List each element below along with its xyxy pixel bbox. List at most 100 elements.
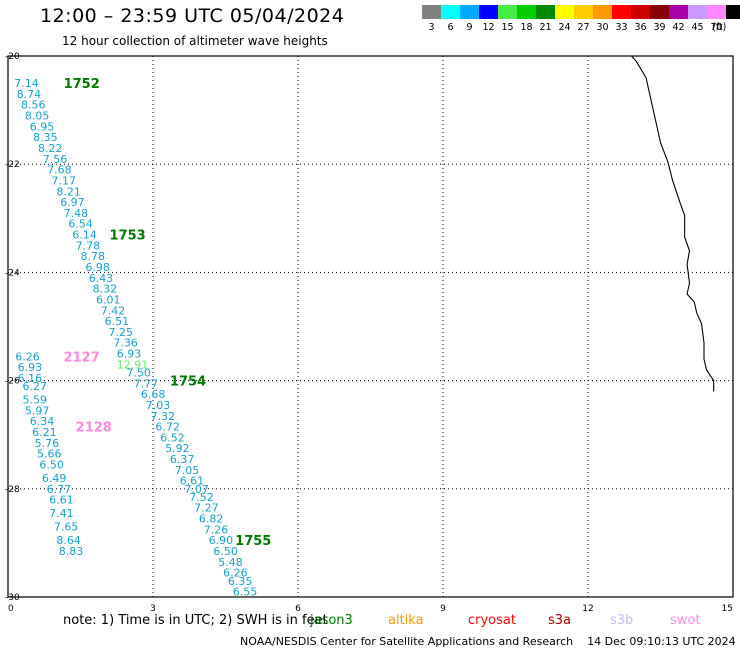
x-tick-label: 15 [722,604,733,614]
wave-height-point: 6.61 [180,475,205,488]
y-tick-label: -22 [5,160,20,170]
wave-height-point: 7.68 [47,164,72,177]
scale-tick-label: 6 [447,22,454,33]
wave-height-point: 8.78 [81,250,106,263]
scale-swatch [669,5,688,19]
wave-height-point: 8.22 [38,142,63,155]
track-label: 2128 [76,421,112,436]
scale-item: 27 [574,5,593,33]
wave-height-point: 6.49 [42,472,66,485]
scale-item: 3 [422,5,441,33]
wave-height-point: 6.50 [39,458,64,471]
color-scale-legend: 3 6 9 12 15 18 21 24 27 30 33 36 39 42 45 70 [422,5,740,33]
mission-cryosat: cryosat [468,613,516,628]
scale-item: 21 [536,5,555,33]
wave-height-point: 6.50 [213,545,238,558]
wave-height-point: 6.97 [60,196,84,209]
scale-tick-label: 42 [672,22,685,33]
wave-height-point: 6.26 [15,350,40,363]
wave-height-point: 6.51 [105,315,129,328]
y-tick-label: -28 [5,485,20,495]
wave-height-point: 6.68 [141,388,166,401]
scale-item: 6 [441,5,460,33]
wave-height-point: 5.97 [25,404,49,417]
scale-swatch [612,5,631,19]
wave-height-point: 8.74 [17,88,42,101]
wave-height-point: 6.21 [32,426,57,439]
wave-height-point: 6.82 [199,513,224,526]
wave-height-point: 7.27 [194,502,219,515]
wave-height-point: 6.95 [30,120,55,133]
plot-frame [7,55,734,598]
scale-tick-label: 24 [558,22,571,33]
wave-height-point: 6.72 [155,421,180,434]
scale-item: 33 [612,5,631,33]
grid-lines [8,56,733,597]
credit-text: NOAA/NESDIS Center for Satellite Applica… [240,635,574,648]
y-tick-label: -20 [5,52,20,62]
scale-item: 30 [593,5,612,33]
scale-tick-label: 3 [428,22,435,33]
x-tick-label: 6 [295,604,301,614]
mission-s3b: s3b [610,613,634,628]
wave-height-point: 5.92 [165,442,190,455]
wave-height-point: 6.16 [18,372,42,385]
scale-item: 9 [460,5,479,33]
wave-height-point: 6.77 [47,483,72,496]
wave-height-point: 6.14 [72,229,97,242]
wave-height-point: 7.48 [64,207,88,220]
color-scale-unit: (ft) [712,22,727,33]
scale-item: 42 [669,5,688,33]
scale-item: 12 [479,5,498,33]
scale-swatch [460,5,479,19]
track-label: 1754 [170,375,206,390]
mission-s3a: s3a [548,613,572,628]
wave-height-point: 7.41 [49,507,73,520]
scale-item: 24 [555,5,574,33]
scale-tick-label: 33 [615,22,628,33]
wave-height-point: 6.98 [85,261,110,274]
track-label: 1752 [64,77,100,92]
scale-swatch [555,5,574,19]
data-points: 7.148.748.568.056.958.358.227.567.687.17… [14,77,257,599]
wave-height-point: 7.14 [14,77,39,90]
scale-swatch [650,5,669,19]
wave-height-point: 8.21 [56,185,80,198]
x-tick-label: 12 [582,604,593,614]
scale-tick-label: 15 [501,22,514,33]
wave-height-point: 5.48 [218,556,243,569]
x-tick-label: 0 [8,604,14,614]
coastline-path [631,55,715,392]
scale-tick-label: 12 [482,22,495,33]
footer-credit: NOAA/NESDIS Center for Satellite Applica… [240,635,736,648]
page-subtitle: 12 hour collection of altimeter wave hei… [62,34,328,48]
scale-swatch [441,5,460,19]
wave-height-point: 6.27 [23,380,48,393]
track-label: 1755 [235,534,271,549]
scale-tick-label: 70 [710,22,723,33]
wave-height-point: 6.93 [117,348,142,361]
wave-height-point: 7.50 [126,366,150,379]
wave-height-point: 5.66 [37,448,62,461]
mission-jason3: jason3 [310,613,353,628]
scale-swatch [422,5,441,19]
wave-height-point: 6.61 [49,494,73,507]
wave-height-point: 7.32 [151,410,176,423]
scale-item [726,5,740,33]
wave-height-point: 7.77 [134,377,159,390]
wave-height-point: 7.25 [109,326,133,339]
scale-swatch [574,5,593,19]
y-tick-label: -30 [5,593,20,603]
wave-height-point: 7.36 [113,337,138,350]
scale-tick-label: 30 [596,22,609,33]
wave-height-point: 6.37 [170,453,195,466]
wave-height-point: 8.35 [33,131,58,144]
wave-height-point: 7.05 [175,464,200,477]
wave-height-point: 8.05 [25,110,49,123]
wave-height-point: 6.43 [89,272,114,285]
scale-swatch [631,5,650,19]
scale-tick-label: 21 [539,22,552,33]
mission-swot: swot [670,613,701,628]
scale-item: 36 [631,5,650,33]
